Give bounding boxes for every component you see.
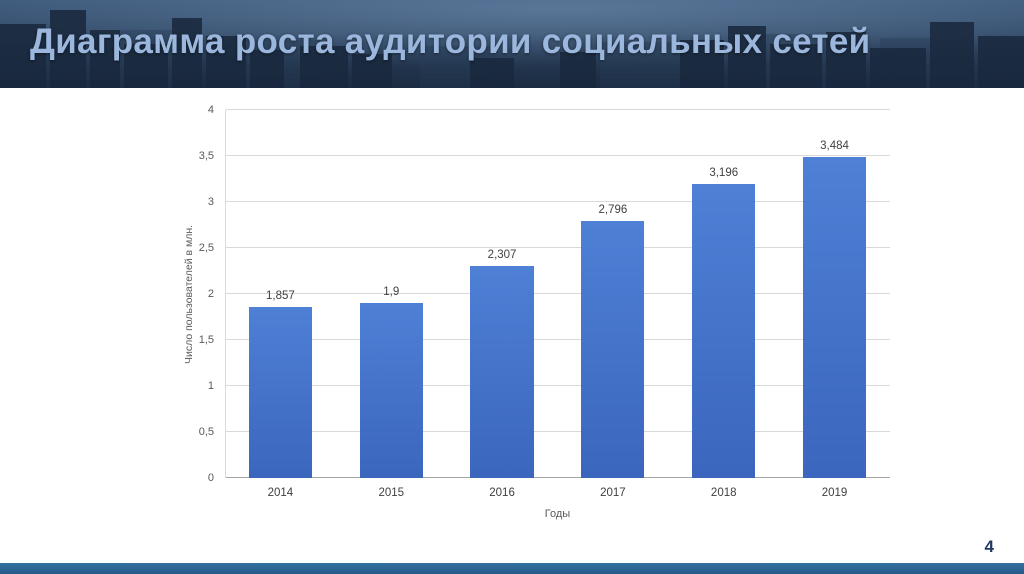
bar-value-label: 2,796 [598,203,628,216]
x-labels-row: 2014 2015 2016 2017 2018 2019 [225,487,890,499]
bar-value-label: 3,196 [709,166,739,179]
x-tick-label: 2016 [489,487,515,499]
y-tick-label: 1 [207,380,214,392]
slide-title: Диаграмма роста аудитории социальных сет… [30,22,871,61]
x-tick-label: 2019 [821,487,848,499]
bar-2016 [470,265,534,478]
bar-2018 [692,183,756,478]
bar-value-label: 1,857 [266,290,295,303]
y-tick-label: 3,5 [198,150,214,162]
y-tick-label: 4 [207,104,214,116]
bar-slot: 1,9 [336,110,447,478]
gridline [226,247,890,248]
footer-accent-bar [0,563,1024,574]
y-axis-title: Число пользователей в млн. [183,224,195,364]
x-tick-label: 2014 [267,487,294,499]
gridline [226,385,890,386]
gridline [226,109,890,110]
y-tick-label: 3 [207,196,214,208]
x-axis-title: Годы [544,508,571,520]
x-tick-label: 2017 [600,487,626,499]
bar-2015 [359,303,423,478]
bar-value-label: 1,9 [383,286,400,299]
bar-slot: 2,307 [447,110,558,478]
x-tick-label: 2018 [710,487,737,499]
page-number: 4 [984,537,994,556]
bar-value-label: 2,307 [487,248,517,261]
plot-area: 0 0,5 1 1,5 2 2,5 3 3,5 4 [199,104,890,484]
bar-slot: 3,484 [779,110,890,478]
bar-2017 [581,220,645,478]
slide-header: Диаграмма роста аудитории социальных сет… [0,0,1024,88]
x-tick-label: 2015 [378,487,405,499]
bar-value-label: 3,484 [820,140,849,153]
bar-2014 [248,307,312,478]
header-skyline-image [0,0,1024,88]
gridline [226,155,890,156]
gridline [226,339,890,340]
gridline [226,431,890,432]
bars-row: 1,857 1,9 2,307 2,796 3,196 3,484 [225,110,890,478]
y-tick-label: 2,5 [198,242,214,254]
gridline [226,201,890,202]
y-tick-label: 0 [207,472,214,484]
y-tick-label: 1,5 [198,334,214,346]
x-axis-line [226,477,890,478]
audience-growth-chart: 0 0,5 1 1,5 2 2,5 3 3,5 4 1,857 1,9 2,307 2,796 3,19… [183,104,890,520]
y-tick-label: 2 [207,288,214,300]
bar-slot: 2,796 [557,110,668,478]
bar-2019 [802,157,867,478]
bar-slot: 3,196 [668,110,779,478]
y-tick-label: 0,5 [198,426,214,438]
bar-slot: 1,857 [225,110,336,478]
gridline [226,293,890,294]
